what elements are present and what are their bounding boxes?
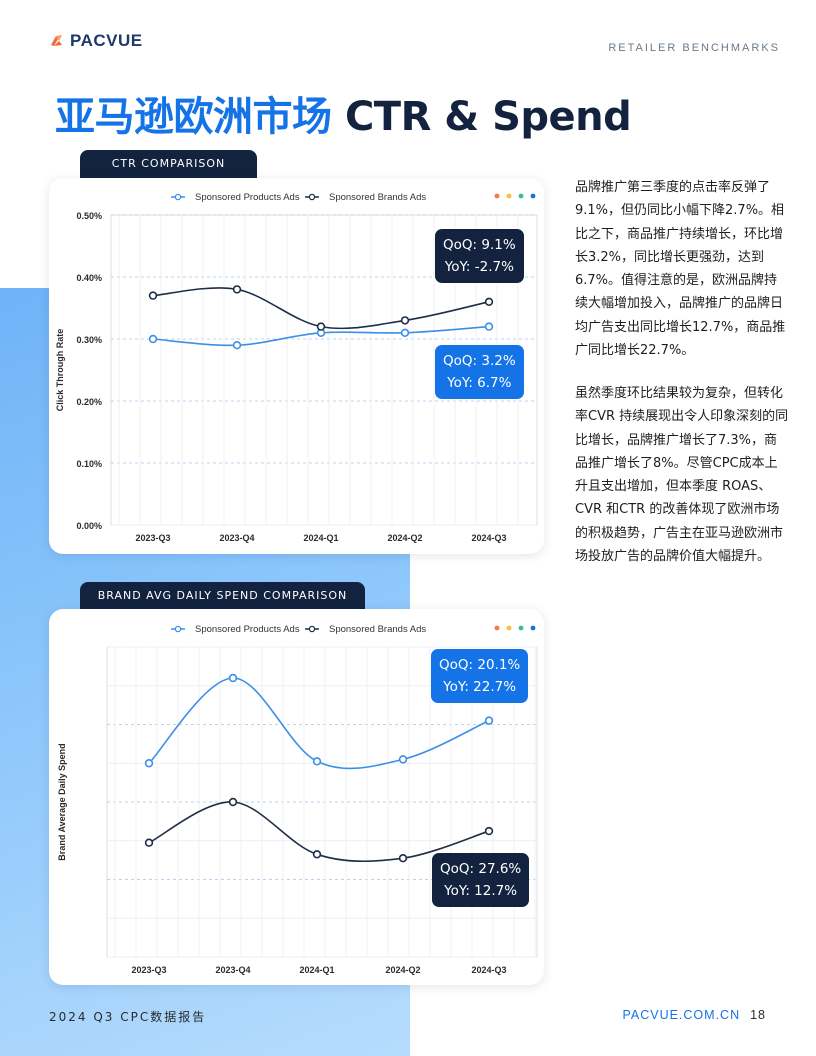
footer-right: PACVUE.COM.CN 18: [622, 1008, 766, 1022]
ctr-products-callout: QoQ: 3.2% YoY: 6.7%: [435, 345, 524, 399]
data-point: [484, 826, 494, 836]
body-paragraph-ctr: 品牌推广第三季度的点击率反弹了9.1%，但仍同比小幅下降2.7%。相比之下，商品…: [575, 180, 786, 359]
x-tick-label: 2024-Q3: [471, 533, 506, 543]
x-tick-label: 2024-Q2: [385, 965, 420, 975]
decorative-dot: [518, 193, 524, 199]
legend-swatch-marker: [308, 625, 316, 633]
callout-qoq: QoQ: 27.6%: [440, 861, 522, 877]
data-point: [148, 291, 158, 300]
callout-qoq: QoQ: 3.2%: [443, 353, 516, 369]
header-section-tag: RETAILER BENCHMARKS: [608, 42, 780, 54]
spend-products-callout: QoQ: 20.1% YoY: 22.7%: [431, 649, 529, 703]
y-tick-label: 0.30%: [76, 335, 102, 345]
data-point: [312, 757, 322, 766]
y-tick-label: 0.10%: [76, 459, 102, 469]
data-point: [398, 755, 408, 764]
footer-report-name: 2024 Q3 CPC数据报告: [49, 1010, 207, 1024]
decorative-dot: [530, 625, 536, 631]
data-point: [484, 716, 494, 725]
x-tick-label: 2024-Q1: [299, 965, 334, 975]
y-tick-label: 0.20%: [76, 397, 102, 407]
page-title-en: CTR & Spend: [344, 94, 632, 140]
y-tick-label: 0.40%: [76, 273, 102, 283]
series-line-products: [148, 677, 490, 770]
pacvue-logo-icon: [51, 35, 62, 46]
spend-chart-card: 2023-Q3 2023-Q4 2024-Q1 2024-Q2 2024-Q3 Brand…: [49, 609, 544, 985]
decorative-dot: [494, 193, 500, 199]
legend-swatch-marker: [174, 193, 182, 201]
y-tick-label: 0.50%: [76, 211, 102, 221]
x-tick-label: 2024-Q3: [471, 965, 506, 975]
decorative-dot: [494, 625, 500, 631]
data-point: [228, 673, 238, 683]
x-tick-label: 2023-Q3: [131, 965, 166, 975]
callout-qoq: QoQ: 20.1%: [439, 657, 521, 673]
callout-qoq: QoQ: 9.1%: [443, 237, 516, 253]
spend-brands-callout: QoQ: 27.6% YoY: 12.7%: [432, 853, 530, 907]
data-point: [484, 297, 494, 307]
logo-text: PACVUE: [70, 31, 143, 50]
body-paragraph-cvr: 虽然季度环比结果较为复杂，但转化率CVR 持续展现出令人印象深刻的同比增长，品牌…: [575, 386, 789, 565]
legend-entry-products: Sponsored Products Ads: [195, 192, 300, 203]
ctr-brands-callout: QoQ: 9.1% YoY: -2.7%: [435, 229, 524, 283]
decorative-dot: [506, 193, 512, 199]
data-point: [232, 341, 242, 350]
callout-yoy: YoY: -2.7%: [444, 259, 514, 275]
legend-swatch-marker: [308, 193, 316, 201]
page-title: 亚马逊欧洲市场 CTR & Spend: [55, 84, 632, 142]
x-tick-label: 2023-Q3: [135, 533, 170, 543]
data-point: [398, 853, 408, 863]
pacvue-logo: PACVUE: [49, 31, 143, 51]
x-tick-label: 2024-Q2: [387, 533, 422, 543]
legend-swatch-marker: [174, 625, 182, 633]
data-point: [144, 838, 154, 847]
data-point: [228, 797, 238, 807]
decorative-dot: [506, 625, 512, 631]
data-point: [400, 328, 410, 338]
x-tick-label: 2023-Q4: [215, 965, 250, 975]
data-point: [148, 334, 158, 344]
y-axis-label: Click Through Rate: [55, 329, 65, 412]
data-point: [484, 322, 494, 331]
legend-entry-products: Sponsored Products Ads: [195, 624, 300, 635]
x-tick-label: 2024-Q1: [303, 533, 338, 543]
callout-yoy: YoY: 22.7%: [443, 679, 517, 695]
page-number: 18: [750, 1008, 766, 1022]
ctr-chart-card: 0.00% 0.10% 0.20% 0.30% 0.40% 0.50% 2023-Q3 202…: [49, 178, 544, 554]
legend-entry-brands: Sponsored Brands Ads: [329, 624, 426, 635]
y-tick-label: 0.00%: [76, 521, 102, 531]
y-axis-label: Brand Average Daily Spend: [57, 743, 67, 860]
x-tick-label: 2023-Q4: [219, 533, 254, 543]
chart-legend: Sponsored Products Ads Sponsored Brands A…: [171, 624, 426, 635]
data-point: [232, 285, 242, 294]
data-point: [400, 316, 410, 325]
data-point: [312, 850, 322, 859]
footer-site-link[interactable]: PACVUE.COM.CN: [622, 1008, 741, 1022]
legend-entry-brands: Sponsored Brands Ads: [329, 192, 426, 203]
chart-legend: Sponsored Products Ads Sponsored Brands A…: [171, 192, 426, 203]
data-point: [144, 759, 154, 768]
data-point: [316, 322, 326, 331]
callout-yoy: YoY: 6.7%: [447, 375, 512, 391]
decorative-dot: [530, 193, 536, 199]
page-title-cn: 亚马逊欧洲市场: [55, 94, 332, 140]
callout-yoy: YoY: 12.7%: [444, 883, 518, 899]
decorative-dot: [518, 625, 524, 631]
